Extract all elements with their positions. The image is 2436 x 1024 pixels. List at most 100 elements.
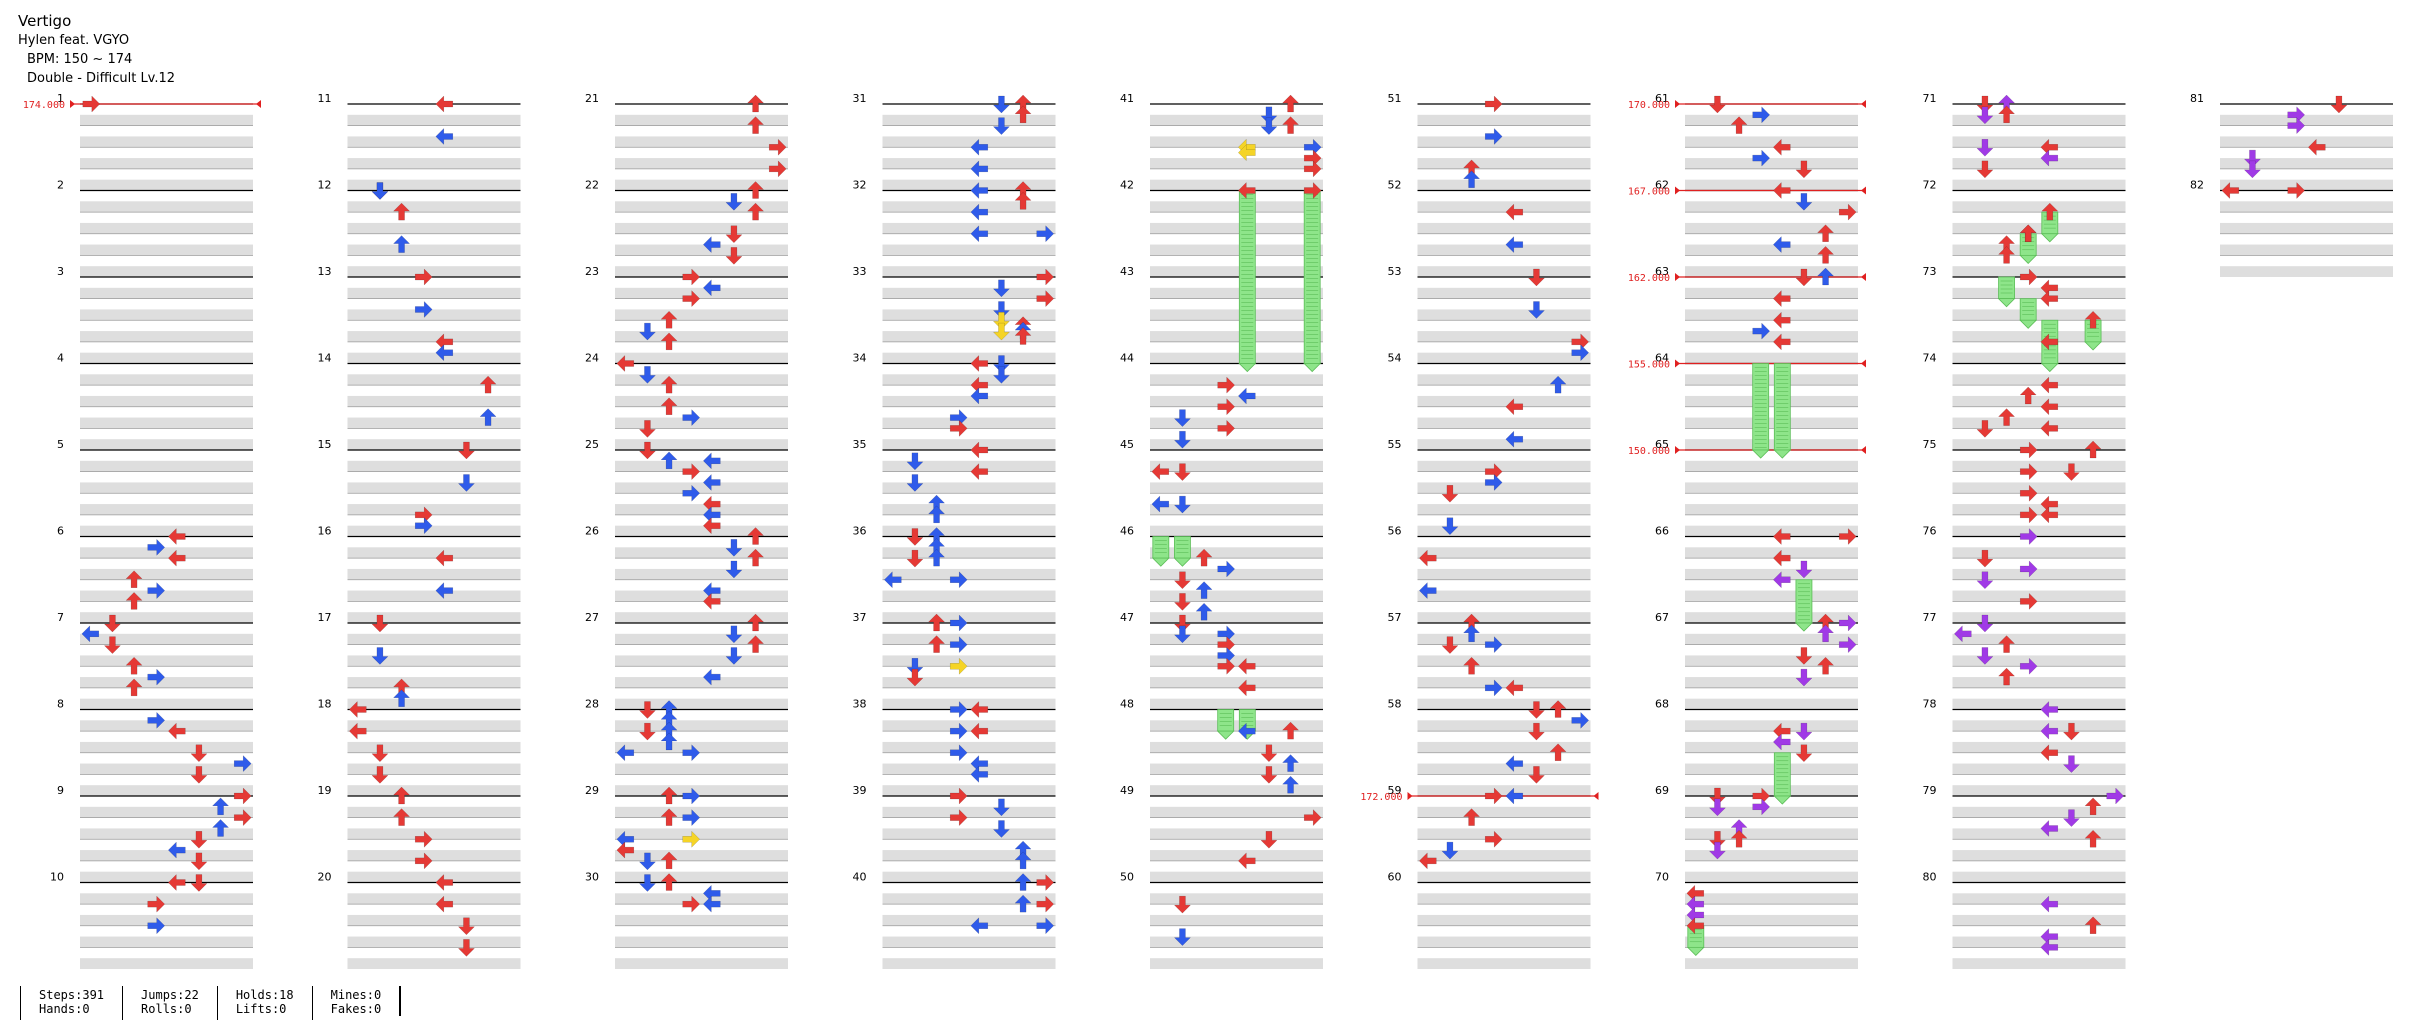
- beat-band: [1952, 114, 2126, 126]
- measure-5: 5: [57, 438, 253, 537]
- beat-band: [1150, 547, 1323, 559]
- beat-band: [1952, 806, 2126, 818]
- arrow-right-icon: [2019, 441, 2038, 459]
- arrow-down-icon: [1976, 160, 1994, 179]
- beat-band: [882, 633, 1056, 645]
- beat-band: [615, 222, 788, 234]
- arrow-up-icon: [1997, 667, 2016, 686]
- arrow-right-icon: [233, 809, 252, 827]
- arrow-up-icon: [1195, 548, 1213, 567]
- arrow-up-icon: [1281, 721, 1300, 740]
- arrow-left-icon: [1772, 138, 1791, 156]
- beat-band: [1685, 590, 1858, 602]
- measure-number: 71: [1923, 92, 1937, 105]
- measure-75: 75: [1923, 438, 2126, 537]
- beat-band: [615, 136, 788, 148]
- beat-band: [80, 504, 253, 515]
- arrow-down-icon: [1527, 301, 1546, 319]
- beat-band: [1952, 568, 2126, 580]
- arrow-down-icon: [906, 474, 924, 492]
- beat-band: [882, 482, 1056, 494]
- arrow-up-icon: [1281, 94, 1300, 113]
- arrow-right-icon: [1838, 636, 1857, 654]
- arrow-up-icon: [2019, 386, 2037, 405]
- measure-number: 80: [1923, 871, 1937, 884]
- arrow-right-icon: [949, 571, 968, 589]
- beat-band: [882, 806, 1056, 818]
- arrow-down-icon: [906, 549, 924, 568]
- steps-count: Steps:391: [39, 988, 105, 1002]
- beat-band: [80, 374, 253, 386]
- arrow-right-icon: [1838, 614, 1857, 632]
- beat-band: [1150, 806, 1323, 818]
- beat-band: [347, 633, 521, 645]
- beat-band: [1952, 958, 2126, 969]
- arrow-up-icon: [660, 397, 678, 415]
- hold-tail: [2019, 254, 2038, 264]
- arrow-down-icon: [638, 874, 657, 892]
- arrow-left-icon: [1418, 852, 1437, 870]
- beat-band: [1417, 287, 1591, 299]
- arrow-up-icon: [660, 451, 678, 470]
- arrow-up-icon: [392, 689, 411, 707]
- measure-42: 42: [1120, 179, 1323, 277]
- hold-tail: [2019, 319, 2038, 329]
- stats-col-holds: Holds:18 Lifts:0: [216, 986, 312, 1020]
- bpm-tick: [70, 100, 75, 108]
- beat-band: [882, 828, 1056, 840]
- beat-band: [1952, 244, 2126, 256]
- beat-band: [882, 698, 1056, 710]
- measure-37: 37: [853, 611, 1056, 710]
- beat-band: [882, 114, 1056, 126]
- arrow-down-icon: [725, 539, 743, 557]
- arrow-down-icon: [992, 366, 1011, 384]
- beat-band: [347, 914, 521, 926]
- arrow-left-icon: [167, 722, 186, 740]
- hold-body: [1217, 709, 1235, 732]
- arrow-left-icon: [2040, 895, 2059, 913]
- hold-note: [1173, 536, 1192, 567]
- hold-tail: [1773, 449, 1792, 459]
- arrow-down-icon: [2062, 722, 2081, 741]
- arrow-left-icon: [2040, 333, 2059, 351]
- beat-band: [1150, 525, 1323, 537]
- hands-count: Hands:0: [39, 1002, 90, 1016]
- arrow-right-icon: [147, 538, 166, 556]
- arrow-left-icon: [2040, 744, 2059, 762]
- bpm-change: 170.000: [1628, 100, 1866, 111]
- hold-note: [2040, 341, 2059, 373]
- measure-33: 33: [853, 265, 1056, 364]
- beat-band: [615, 741, 788, 753]
- beat-band: [1150, 698, 1323, 710]
- arrow-left-icon: [435, 344, 454, 362]
- beat-band: [1952, 741, 2126, 753]
- arrow-up-icon: [1816, 246, 1835, 264]
- measure-number: 15: [318, 438, 332, 451]
- measure-number: 4: [57, 352, 64, 365]
- measure-number: 13: [318, 265, 332, 278]
- beat-band: [1952, 828, 2126, 840]
- beat-band: [882, 158, 1056, 169]
- hold-tail: [1303, 363, 1322, 373]
- bpm-tick: [1861, 446, 1866, 454]
- beat-band: [80, 763, 253, 775]
- beat-band: [1417, 806, 1591, 818]
- beat-band: [1685, 439, 1858, 450]
- arrow-down-icon: [1173, 495, 1192, 514]
- beat-band: [615, 893, 788, 905]
- beat-band: [1417, 741, 1591, 753]
- measure-number: 57: [1388, 611, 1402, 624]
- measure-47: 47: [1120, 611, 1323, 710]
- measure-number: 38: [853, 698, 867, 711]
- measure-number: 49: [1120, 784, 1134, 797]
- measure-69: 69: [1655, 784, 1858, 883]
- measure-8: 8: [57, 698, 253, 796]
- arrow-right-icon: [1838, 527, 1857, 546]
- beat-band: [347, 266, 521, 277]
- beat-band: [882, 287, 1056, 299]
- beat-band: [80, 914, 253, 926]
- arrow-left-icon: [2040, 722, 2059, 740]
- measure-number: 77: [1923, 611, 1937, 624]
- measure-68: 68: [1655, 698, 1858, 796]
- measure-31: 31: [853, 92, 1056, 191]
